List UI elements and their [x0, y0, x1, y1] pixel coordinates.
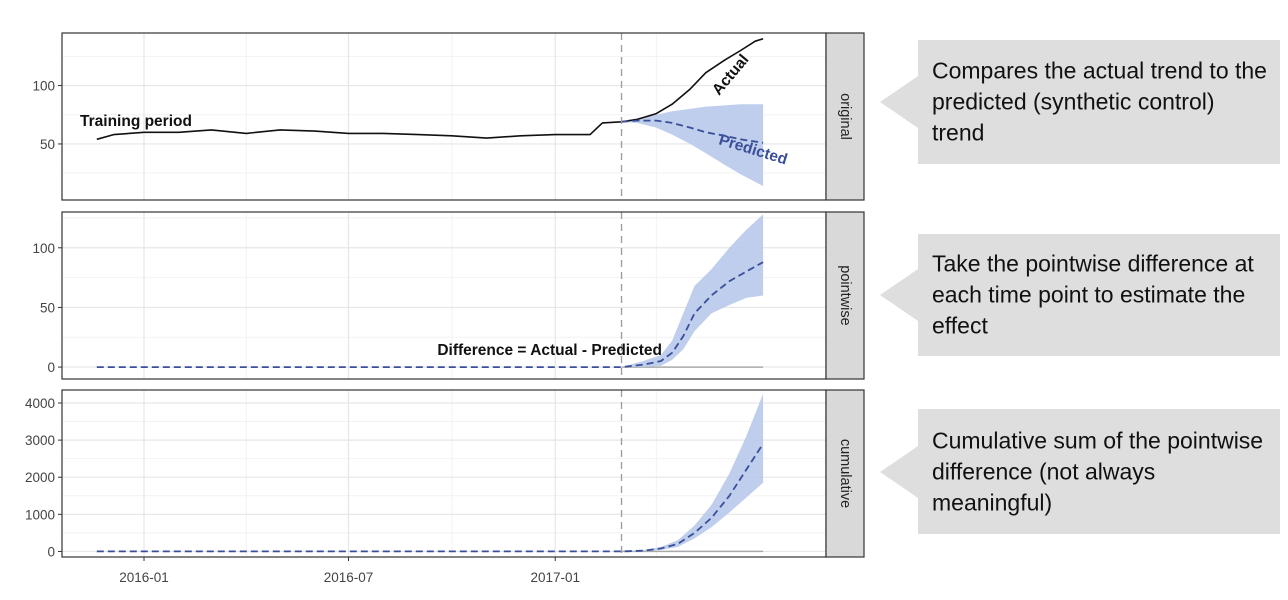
annotation-difference: Difference = Actual - Predicted [437, 342, 662, 359]
y-tick-label: 0 [47, 544, 55, 559]
series-line [96, 443, 764, 553]
facet-strip-label: pointwise [837, 265, 853, 325]
callout-pointwise: Take the pointwise difference at each ti… [880, 234, 1280, 356]
callout-pointer [880, 76, 918, 128]
series-line-predicted [621, 119, 764, 144]
callout-pointer [880, 269, 918, 321]
facet-strip [825, 389, 865, 558]
facet-strip [825, 32, 865, 201]
x-tick-label: 2017-01 [530, 570, 580, 585]
x-tick-label: 2016-01 [119, 570, 169, 585]
y-tick-label: 4000 [25, 396, 55, 411]
callout-cumulative: Cumulative sum of the pointwise differen… [880, 409, 1280, 534]
y-tick-label: 1000 [25, 507, 55, 522]
y-tick-label: 100 [32, 79, 55, 94]
x-tick-label: 2016-07 [324, 570, 374, 585]
y-tick-label: 100 [32, 241, 55, 256]
y-tick-label: 3000 [25, 433, 55, 448]
callout-original: Compares the actual trend to the predict… [880, 40, 1280, 164]
facet-strip-label: original [837, 93, 853, 140]
callout-text: Take the pointwise difference at each ti… [932, 250, 1254, 339]
confidence-band [96, 393, 764, 552]
y-tick-label: 50 [40, 300, 55, 315]
series-line [96, 261, 764, 369]
series-line-actual [96, 38, 764, 141]
y-tick-label: 0 [47, 360, 55, 375]
confidence-band [621, 104, 764, 186]
y-tick-label: 2000 [25, 470, 55, 485]
facet-strip [825, 211, 865, 380]
y-tick-label: 50 [40, 137, 55, 152]
callout-text: Compares the actual trend to the predict… [932, 57, 1267, 146]
callout-text: Cumulative sum of the pointwise differen… [932, 427, 1264, 515]
facet-strip-label: cumulative [837, 439, 853, 508]
callout-pointer [880, 445, 918, 498]
annotation-training-period: Training period [80, 113, 192, 130]
panel-background [62, 390, 826, 557]
chart: 50 100 original 0 50 100 pointwise 0 1000 2000 300… [25, 32, 865, 585]
